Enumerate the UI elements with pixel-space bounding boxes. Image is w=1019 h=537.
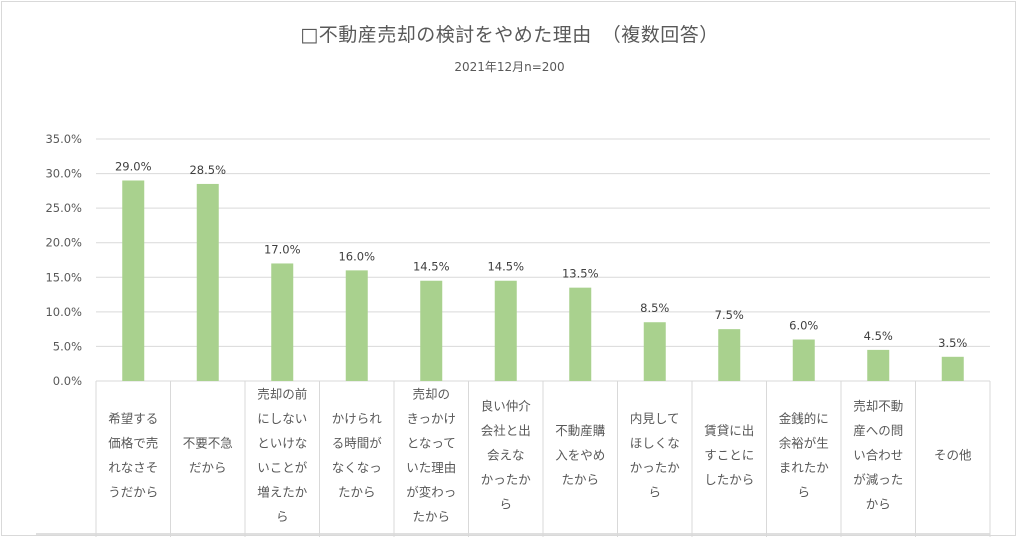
category-label: だから bbox=[189, 460, 227, 475]
category-label: い合わせ bbox=[853, 448, 903, 463]
category-label: 不要不急 bbox=[183, 435, 233, 450]
data-label: 13.5% bbox=[562, 267, 599, 281]
data-label: 7.5% bbox=[715, 308, 744, 322]
category-label: が変わっ bbox=[406, 484, 456, 499]
category-label: 会えな bbox=[487, 448, 525, 463]
category-label: たから bbox=[338, 484, 376, 499]
bar bbox=[941, 356, 964, 381]
category-label: ほしくな bbox=[630, 435, 680, 450]
data-label: 29.0% bbox=[115, 159, 152, 173]
category-label: 増えたか bbox=[257, 484, 308, 499]
bar bbox=[718, 329, 741, 381]
category-label: といけな bbox=[257, 435, 307, 450]
category-label: ら bbox=[797, 484, 810, 499]
data-label: 16.0% bbox=[338, 249, 375, 263]
category-label: うだから bbox=[108, 484, 158, 499]
data-label: 14.5% bbox=[487, 260, 524, 274]
category-label: いことが bbox=[257, 460, 308, 475]
category-label: 希望する bbox=[108, 411, 158, 426]
category-label: から bbox=[866, 497, 891, 512]
category-label: ら bbox=[648, 484, 661, 499]
category-label: 売却不動 bbox=[853, 399, 903, 414]
category-label: ら bbox=[276, 509, 289, 524]
bar bbox=[569, 287, 592, 381]
category-label: 売却の bbox=[412, 386, 450, 401]
category-label: 会社と出 bbox=[481, 423, 531, 438]
bar bbox=[420, 280, 443, 381]
y-tick-label: 25.0% bbox=[45, 201, 82, 215]
category-label: 良い仲介 bbox=[481, 399, 532, 414]
category-label: 入をやめ bbox=[555, 448, 605, 463]
category-label: なくなっ bbox=[332, 460, 382, 475]
category-label: たから bbox=[412, 509, 450, 524]
bar bbox=[643, 322, 666, 381]
category-label: かったか bbox=[481, 472, 532, 487]
category-label: その他 bbox=[934, 448, 972, 463]
category-label: まれたか bbox=[779, 460, 830, 475]
bar bbox=[345, 270, 368, 381]
category-label: たから bbox=[561, 472, 599, 487]
data-label: 4.5% bbox=[864, 329, 893, 343]
chart-title: □不動産売却の検討をやめた理由 （複数回答） bbox=[300, 24, 719, 46]
y-tick-label: 0.0% bbox=[53, 374, 82, 388]
category-label: にしない bbox=[257, 411, 307, 426]
category-label: れなさそ bbox=[108, 460, 158, 475]
y-tick-label: 30.0% bbox=[45, 167, 82, 181]
category-label: かったか bbox=[630, 460, 681, 475]
bar bbox=[271, 263, 294, 381]
category-label: 価格で売 bbox=[108, 435, 158, 450]
data-label: 6.0% bbox=[789, 319, 818, 333]
data-label: 8.5% bbox=[640, 301, 669, 315]
bar bbox=[494, 280, 517, 381]
y-tick-label: 35.0% bbox=[45, 132, 82, 146]
y-tick-label: 10.0% bbox=[45, 305, 82, 319]
category-label: ら bbox=[499, 497, 512, 512]
category-label: 産への問 bbox=[853, 423, 903, 438]
data-label: 28.5% bbox=[189, 163, 226, 177]
category-label: したから bbox=[704, 472, 754, 487]
category-label: すことに bbox=[704, 448, 754, 463]
category-label: きっかけ bbox=[406, 411, 456, 426]
category-label: いた理由 bbox=[406, 460, 456, 475]
category-label: 内見して bbox=[630, 411, 680, 426]
y-tick-label: 20.0% bbox=[45, 236, 82, 250]
bar bbox=[867, 349, 890, 381]
chart-subtitle: 2021年12月n=200 bbox=[454, 60, 565, 74]
category-label: が減った bbox=[853, 472, 903, 487]
bar bbox=[196, 183, 219, 381]
category-label: 不動産購 bbox=[555, 423, 605, 438]
data-label: 17.0% bbox=[264, 242, 301, 256]
category-label: 売却の前 bbox=[257, 386, 307, 401]
bar bbox=[792, 339, 815, 381]
category-label: 金銭的に bbox=[779, 411, 829, 426]
data-label: 14.5% bbox=[413, 260, 450, 274]
category-label: かけられ bbox=[332, 411, 383, 426]
y-tick-label: 5.0% bbox=[53, 339, 82, 353]
bar bbox=[122, 180, 145, 381]
category-label: 余裕が生 bbox=[779, 435, 829, 450]
category-label: となって bbox=[407, 435, 456, 450]
data-label: 3.5% bbox=[938, 336, 967, 350]
category-label: 賃貸に出 bbox=[704, 423, 754, 438]
category-label: る時間が bbox=[332, 435, 383, 450]
y-tick-label: 15.0% bbox=[45, 270, 82, 284]
